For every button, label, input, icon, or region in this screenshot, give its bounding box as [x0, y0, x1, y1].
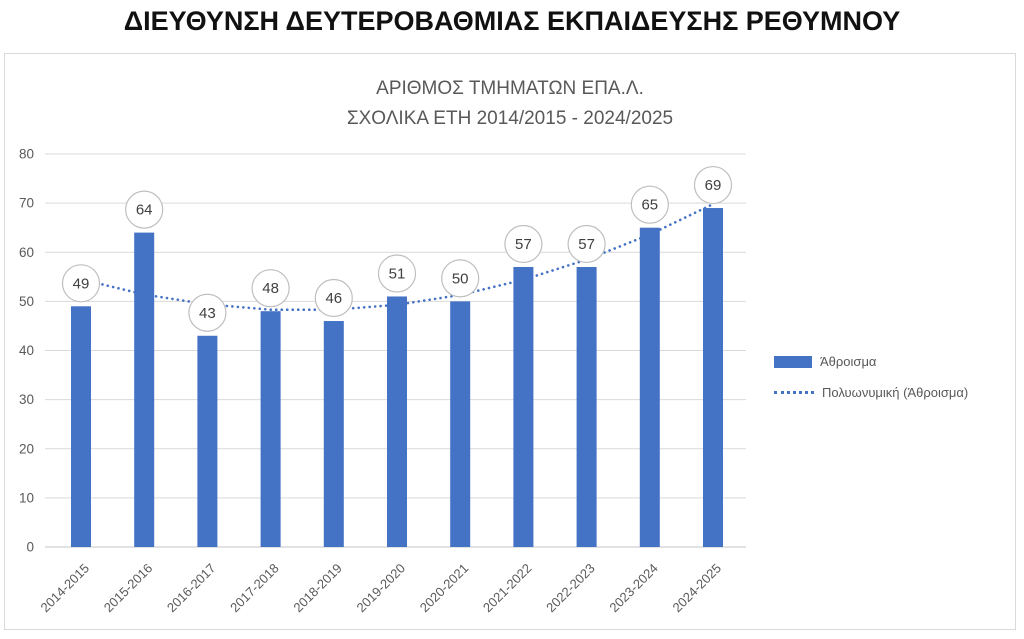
data-label-value: 64: [136, 202, 153, 219]
bar: [450, 301, 471, 547]
bar: [260, 311, 281, 547]
x-axis-tick-label: 2015-2016: [101, 561, 156, 616]
y-axis-tick-label: 0: [26, 540, 34, 555]
x-axis-tick-label: 2018-2019: [290, 561, 345, 616]
y-axis-tick-label: 70: [19, 196, 34, 211]
y-axis-tick-label: 60: [19, 245, 34, 260]
data-label-bubble: [314, 278, 353, 318]
y-axis-tick-label: 30: [19, 392, 34, 407]
legend-label: Πολυωνυμική (Άθροισμα): [822, 385, 969, 400]
x-axis-tick-label: 2024-2025: [670, 561, 725, 616]
bar: [513, 266, 534, 547]
data-label-bubble: [251, 269, 290, 308]
data-label-bubble: [125, 190, 164, 229]
bar: [323, 321, 344, 547]
data-label-value: 57: [578, 236, 595, 253]
data-label-bubble: [188, 293, 227, 332]
chart-area: ΑΡΙΘΜΟΣ ΤΜΗΜΑΤΩΝ ΕΠΑ.Λ. ΣΧΟΛΙΚΑ ΕΤΗ 2014…: [4, 53, 1016, 630]
bar: [576, 266, 597, 547]
data-label-value: 50: [452, 270, 469, 287]
y-axis-tick-label: 50: [19, 294, 34, 309]
y-axis-tick-label: 20: [19, 441, 34, 456]
bar-series-swatch-icon: [774, 355, 812, 368]
bar: [197, 335, 218, 547]
x-axis-tick-label: 2021-2022: [480, 561, 535, 616]
data-label-bubble: [504, 224, 543, 264]
chart-title: ΑΡΙΘΜΟΣ ΤΜΗΜΑΤΩΝ ΕΠΑ.Λ. ΣΧΟΛΙΚΑ ΕΤΗ 2014…: [5, 74, 1015, 134]
x-axis-tick-label: 2019-2020: [354, 561, 409, 616]
x-axis-tick-label: 2014-2015: [38, 561, 93, 616]
data-label-value: 69: [705, 177, 722, 194]
x-axis-tick-label: 2020-2021: [417, 561, 472, 616]
legend-item-trendline-series: Πολυωνυμική (Άθροισμα): [774, 385, 968, 400]
chart-title-line2: ΣΧΟΛΙΚΑ ΕΤΗ 2014/2015 - 2024/2025: [346, 108, 674, 129]
x-axis-tick-label: 2017-2018: [227, 561, 282, 616]
trendline: [79, 202, 715, 312]
data-label-bubble: [693, 165, 733, 205]
data-label-value: 57: [515, 236, 532, 253]
data-label-value: 43: [199, 305, 216, 322]
y-axis-tick-label: 40: [19, 343, 34, 358]
y-axis-tick-label: 10: [19, 490, 34, 505]
x-axis-tick-label: 2016-2017: [164, 561, 219, 616]
legend-item-bar-series: Άθροισμα: [774, 354, 968, 369]
bar: [703, 208, 723, 547]
data-label-value: 48: [262, 280, 279, 297]
bar: [387, 296, 407, 547]
bar: [134, 232, 155, 547]
data-label-value: 46: [325, 290, 342, 307]
plot-svg: 0 10 20 30 40 50 60 70 80 49 64 43 48 46 51 50 57 57 65 69 2…: [19, 147, 746, 616]
data-label-bubble: [377, 254, 417, 293]
data-label-bubble: [630, 185, 669, 224]
data-label-value: 49: [73, 275, 90, 292]
data-label-bubble: [441, 259, 480, 298]
bar: [71, 306, 91, 547]
page-title: ΔΙΕΥΘΥΝΣΗ ΔΕΥΤΕΡΟΒΑΘΜΙΑΣ ΕΚΠΑΙΔΕΥΣΗΣ ΡΕΘ…: [123, 6, 901, 36]
legend: Άθροισμα Πολυωνυμική (Άθροισμα): [774, 354, 968, 400]
chart-title-line1: ΑΡΙΘΜΟΣ ΤΜΗΜΑΤΩΝ ΕΠΑ.Λ.: [376, 78, 644, 99]
data-label-value: 51: [389, 265, 406, 282]
y-axis-tick-label: 80: [19, 147, 34, 162]
data-label-bubble: [61, 264, 101, 303]
data-label-value: 65: [641, 197, 658, 214]
dotted-line-swatch-icon: [774, 391, 814, 394]
legend-label: Άθροισμα: [820, 354, 877, 369]
x-axis-tick-label: 2022-2023: [543, 561, 598, 616]
x-axis-tick-label: 2023-2024: [606, 561, 661, 616]
bar: [639, 227, 660, 547]
data-label-bubble: [567, 224, 606, 264]
